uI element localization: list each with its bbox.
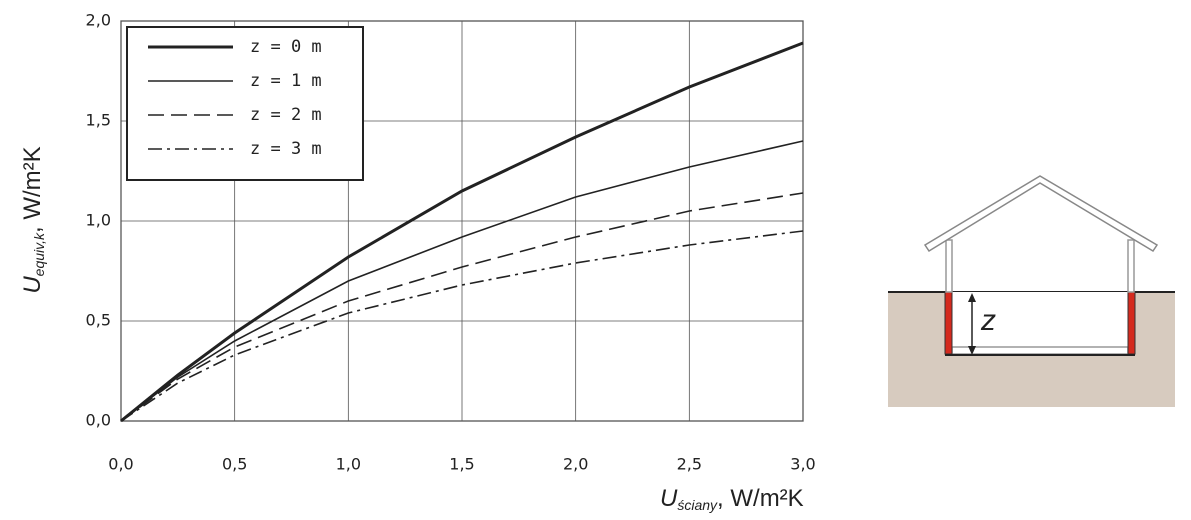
legend-label: z = 3 m (250, 139, 322, 159)
floor-slab (951, 346, 1129, 355)
legend-items: z = 0 m z = 1 m z = 2 m z = 3 m (148, 37, 322, 159)
x-tick-label: 3,0 (790, 455, 815, 474)
x-tick-label: 1,0 (336, 455, 361, 474)
x-tick-label: 1,5 (449, 455, 474, 474)
y-axis-label: Uequiv,k, W/m²K (19, 146, 46, 293)
y-tick-label: 0,5 (86, 311, 111, 330)
legend-label: z = 2 m (250, 105, 322, 125)
arrow-head (968, 293, 976, 302)
legend-label: z = 0 m (250, 37, 322, 57)
legend-label: z = 1 m (250, 71, 322, 91)
series-line (120, 41, 804, 423)
roof (923, 175, 1159, 253)
x-unit: , W/m²K (717, 485, 804, 512)
y-tick-label: 1,0 (86, 211, 111, 230)
z-label: z (980, 304, 996, 337)
y-subscript: equiv,k (31, 232, 47, 276)
y-unit: , W/m²K (19, 146, 46, 233)
x-tick-label: 2,0 (563, 455, 588, 474)
y-tick-label: 1,5 (86, 111, 111, 130)
diagram: z (888, 175, 1175, 407)
series-line (120, 140, 804, 422)
arrow-head (968, 346, 976, 355)
y-tick-label: 0,0 (86, 411, 111, 430)
x-axis-label: Uściany, W/m²K (660, 485, 804, 512)
wall-right (1127, 291, 1136, 355)
wall-left (944, 291, 953, 355)
x-tick-label: 0,5 (222, 455, 247, 474)
wall-above-left (945, 239, 953, 293)
x-tick-label: 2,5 (677, 455, 702, 474)
x-symbol: U (660, 485, 678, 512)
x-subscript: ściany (677, 497, 718, 513)
series-line (120, 192, 804, 422)
wall-above-right (1127, 239, 1135, 293)
legend (126, 26, 364, 181)
x-tick-label: 0,0 (108, 455, 133, 474)
grid: 0,0 0,5 1,0 1,5 2,0 0,0 0,5 1,0 1,5 2,0 2,5 3,0 (86, 11, 816, 474)
y-symbol: U (19, 276, 46, 294)
lines (120, 41, 804, 423)
y-tick-label: 2,0 (86, 11, 111, 30)
basement (945, 292, 1135, 355)
